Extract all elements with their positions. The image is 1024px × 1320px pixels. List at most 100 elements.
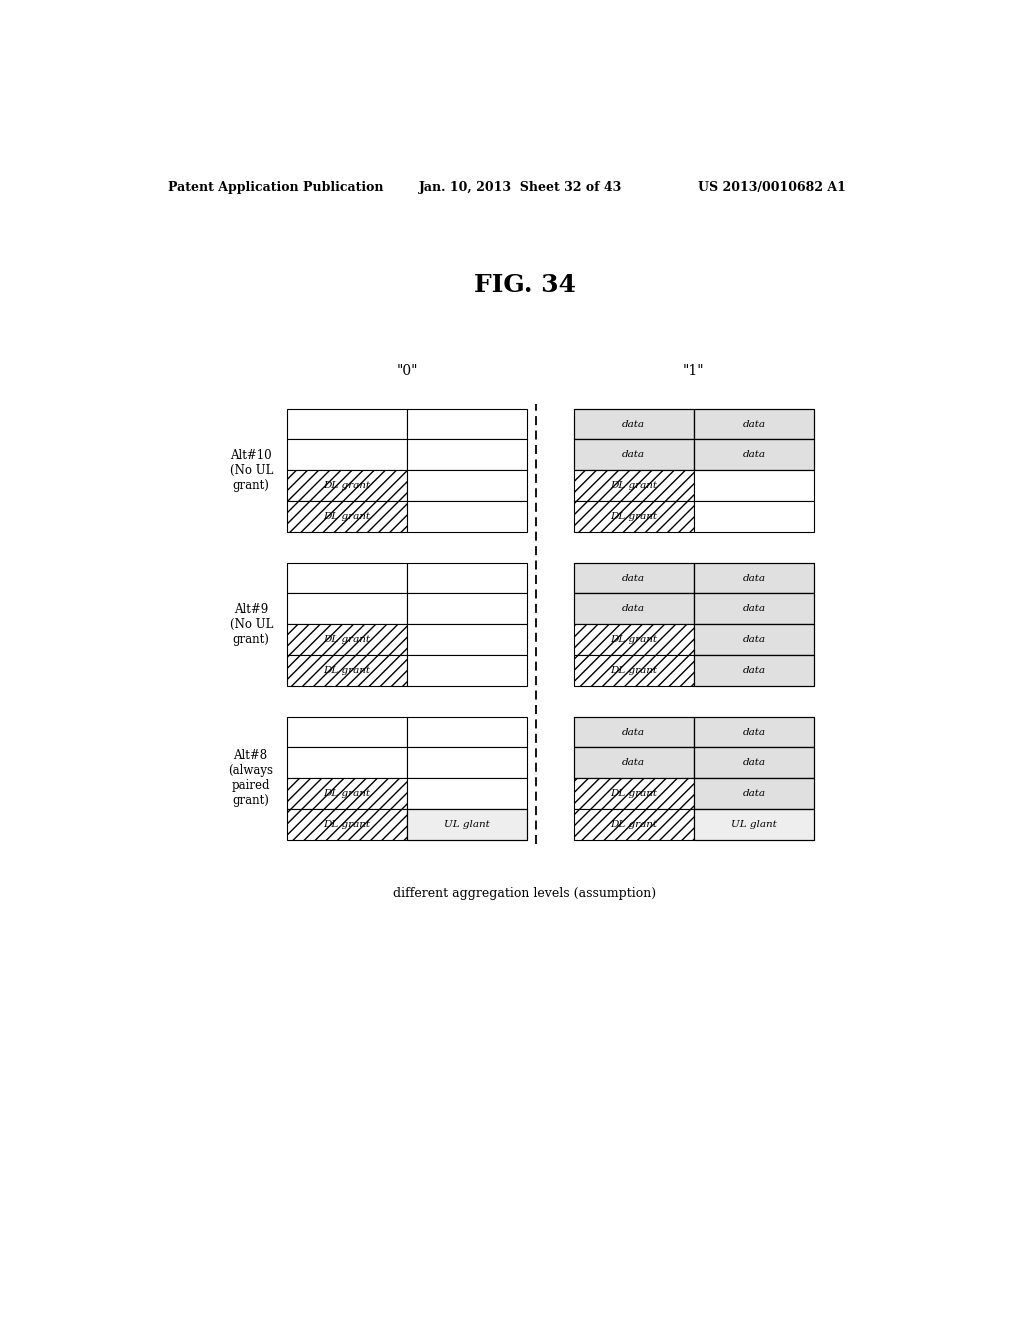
Bar [287,747,407,779]
Bar [573,562,693,594]
Bar [693,747,814,779]
Bar [573,562,693,594]
Bar [573,747,693,779]
Bar [573,440,693,470]
Bar [407,470,527,502]
Bar [407,409,527,440]
Text: FIG. 34: FIG. 34 [474,273,575,297]
Bar [693,717,814,747]
Text: data: data [742,789,765,799]
Bar [407,809,527,840]
Text: data: data [623,605,645,614]
Bar [287,655,407,686]
Bar [407,747,527,779]
Bar [287,809,407,840]
Text: data: data [742,574,765,582]
Bar [407,809,527,840]
Bar [287,562,407,594]
Bar [573,409,693,440]
Bar [573,717,693,747]
Text: DL grant: DL grant [610,667,657,675]
Bar [693,747,814,779]
Text: Patent Application Publication: Patent Application Publication [168,181,384,194]
Text: data: data [742,420,765,429]
Bar [693,809,814,840]
Text: Alt#10
(No UL
grant): Alt#10 (No UL grant) [229,449,273,492]
Bar [693,747,814,779]
Text: UL glant: UL glant [444,820,489,829]
Text: data: data [742,635,765,644]
Bar [693,562,814,594]
Bar [573,594,693,624]
Bar [573,440,693,470]
Bar [693,470,814,502]
Bar [287,717,407,747]
Text: DL grant: DL grant [324,482,371,490]
Text: DL grant: DL grant [610,820,657,829]
Text: "0": "0" [396,364,418,378]
Bar [573,624,693,655]
Bar [287,624,407,655]
Bar [693,717,814,747]
Text: data: data [623,759,645,767]
Text: data: data [742,667,765,675]
Text: Alt#8
(always
paired
grant): Alt#8 (always paired grant) [228,750,273,808]
Bar [573,562,693,594]
Bar [693,779,814,809]
Text: data: data [742,759,765,767]
Text: DL grant: DL grant [324,635,371,644]
Bar [693,779,814,809]
Bar [693,655,814,686]
Bar [407,655,527,686]
Bar [407,717,527,747]
Bar [573,594,693,624]
Text: DL grant: DL grant [610,482,657,490]
Bar [407,502,527,532]
Bar [407,779,527,809]
Text: DL grant: DL grant [324,789,371,799]
Text: DL grant: DL grant [324,820,371,829]
Text: different aggregation levels (assumption): different aggregation levels (assumption… [393,887,656,900]
Bar [407,440,527,470]
Bar [693,440,814,470]
Bar [573,470,693,502]
Bar [573,717,693,747]
Bar [573,502,693,532]
Bar [693,624,814,655]
Text: UL glant: UL glant [731,820,776,829]
Bar [573,747,693,779]
Bar [693,809,814,840]
Text: data: data [623,450,645,459]
Bar [693,440,814,470]
Text: Jan. 10, 2013  Sheet 32 of 43: Jan. 10, 2013 Sheet 32 of 43 [419,181,622,194]
Bar [693,409,814,440]
Text: data: data [623,727,645,737]
Bar [693,502,814,532]
Text: Alt#9
(No UL
grant): Alt#9 (No UL grant) [229,603,273,645]
Text: DL grant: DL grant [324,512,371,521]
Bar [693,562,814,594]
Bar [693,655,814,686]
Bar [693,594,814,624]
Bar [693,562,814,594]
Bar [407,809,527,840]
Text: data: data [623,420,645,429]
Text: data: data [623,574,645,582]
Text: DL grant: DL grant [610,512,657,521]
Bar [693,409,814,440]
Bar [693,717,814,747]
Text: data: data [742,605,765,614]
Bar [693,655,814,686]
Bar [573,440,693,470]
Bar [573,779,693,809]
Bar [407,594,527,624]
Bar [407,562,527,594]
Bar [693,624,814,655]
Text: DL grant: DL grant [324,667,371,675]
Bar [287,779,407,809]
Bar [573,409,693,440]
Bar [573,409,693,440]
Text: US 2013/0010682 A1: US 2013/0010682 A1 [697,181,846,194]
Bar [573,717,693,747]
Text: "1": "1" [683,364,705,378]
